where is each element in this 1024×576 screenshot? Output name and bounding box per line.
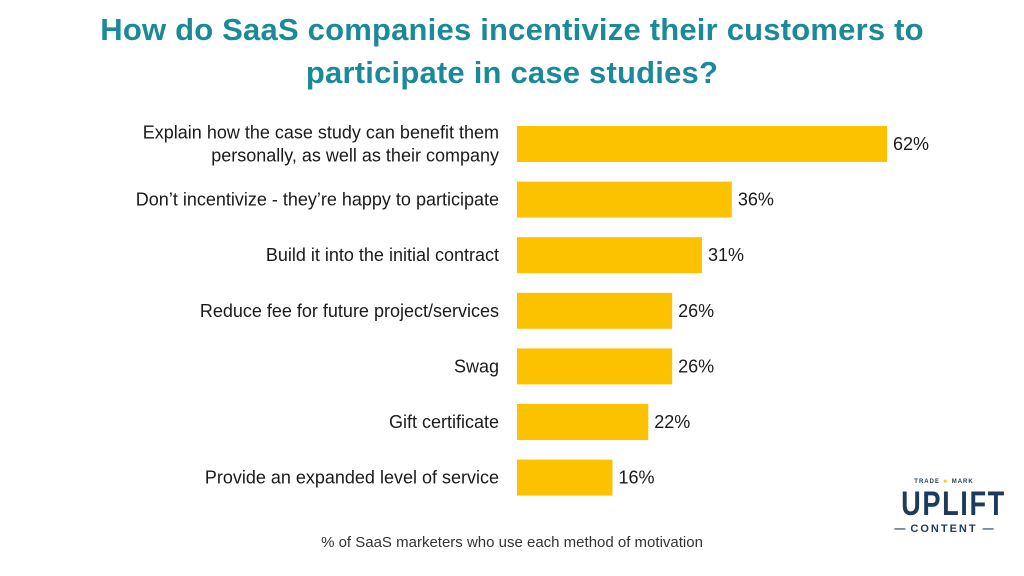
logo-subtitle-text: CONTENT <box>910 523 978 535</box>
value-label-0: 62% <box>893 134 929 154</box>
logo-trademark: TRADE ★ MARK <box>888 478 1000 486</box>
bar-3 <box>517 292 673 329</box>
value-label-6: 16% <box>618 468 654 488</box>
value-label-5: 22% <box>654 412 690 432</box>
value-label-4: 26% <box>678 356 714 376</box>
value-label-2: 31% <box>708 245 744 265</box>
star-icon: ★ <box>942 479 950 485</box>
bar-0 <box>517 126 887 162</box>
bar-1 <box>517 181 732 218</box>
bar-2 <box>517 237 702 274</box>
chart-title: How do SaaS companies incentivize their … <box>20 8 1004 94</box>
logo-trademark-left: TRADE <box>914 479 940 485</box>
uplift-content-logo: TRADE ★ MARK UPLIFT — CONTENT — <box>888 478 1004 556</box>
category-label-6: Provide an expanded level of service <box>205 468 499 488</box>
category-label-0-line-1: personally, as well as their company <box>211 146 499 166</box>
category-label-4: Swag <box>454 356 499 376</box>
logo-subtitle: — CONTENT — <box>894 523 994 535</box>
bar-5 <box>517 404 649 440</box>
chart-title-line-1: How do SaaS companies incentivize their … <box>100 12 924 47</box>
logo-brand: UPLIFT <box>901 485 1006 523</box>
category-label-3: Reduce fee for future project/services <box>200 301 499 321</box>
axis-caption: % of SaaS marketers who use each method … <box>321 534 703 551</box>
category-label-1: Don’t incentivize - they’re happy to par… <box>136 190 499 210</box>
bar-4 <box>517 348 673 385</box>
chart-title-line-2: participate in case studies? <box>305 55 719 90</box>
bar-6 <box>517 459 613 496</box>
category-label-2: Build it into the initial contract <box>266 245 499 265</box>
logo-trademark-right: MARK <box>951 479 974 485</box>
value-label-1: 36% <box>738 190 774 210</box>
category-label-0-line-0: Explain how the case study can benefit t… <box>143 123 499 143</box>
value-label-3: 26% <box>678 301 714 321</box>
category-label-5: Gift certificate <box>389 412 499 432</box>
